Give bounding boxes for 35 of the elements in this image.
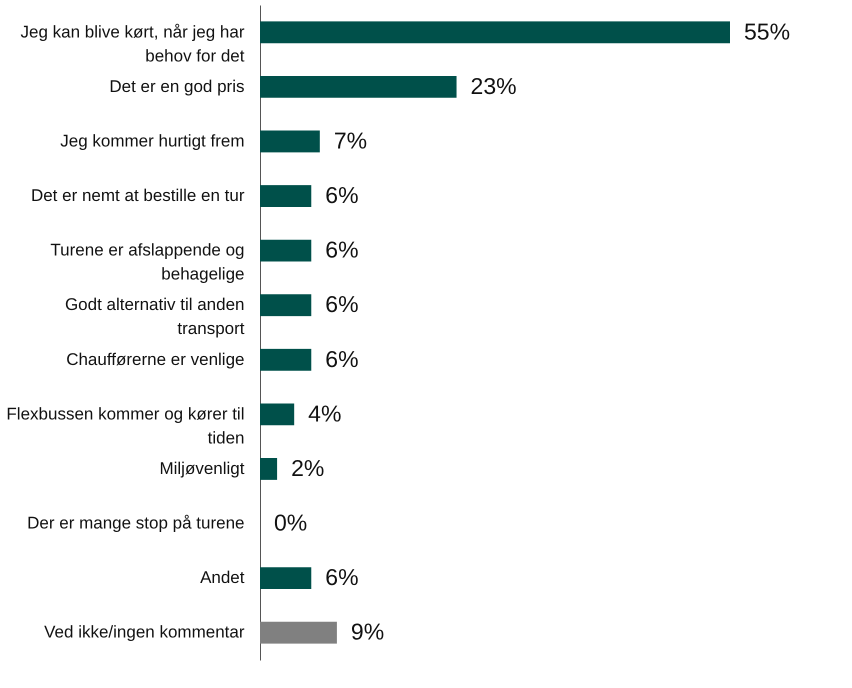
bar — [260, 21, 730, 44]
bar — [260, 130, 320, 152]
bar — [260, 622, 337, 644]
y-tick-label: Chaufførerne er venlige — [66, 350, 244, 369]
y-tick-label: Miljøvenligt — [159, 458, 245, 478]
data-label: 2% — [291, 454, 324, 481]
y-tick-label: Andet — [200, 568, 245, 588]
bar — [260, 348, 312, 371]
bar — [260, 294, 312, 316]
y-tick-label: Turene er afslappende og behagelige — [50, 240, 244, 284]
bar — [260, 185, 312, 207]
bar — [260, 567, 312, 590]
bar — [260, 458, 278, 480]
bar — [260, 403, 294, 426]
y-tick-label: Flexbussen kommer og kører til tiden — [6, 404, 244, 448]
y-tick-label: Det er en god pris — [109, 76, 244, 96]
data-label: 9% — [350, 618, 384, 645]
data-label: 0% — [274, 510, 308, 536]
data-label: 6% — [325, 236, 359, 263]
data-label: 23% — [470, 72, 517, 99]
data-label: 6% — [325, 182, 359, 208]
data-label: 6% — [325, 346, 359, 372]
data-label: 6% — [325, 564, 359, 590]
data-label: 7% — [334, 127, 368, 154]
bar — [260, 76, 457, 98]
bar — [260, 240, 312, 262]
y-tick-label: Godt alternativ til anden transport — [64, 295, 245, 338]
data-label: 6% — [325, 291, 359, 318]
y-tick-label: Jeg kan blive kørt, når jeg har behov for det — [20, 22, 245, 66]
data-label: 55% — [744, 18, 790, 44]
y-tick-label: Jeg kommer hurtigt frem — [60, 131, 244, 150]
y-tick-label: Ved ikke/ingen kommentar — [44, 622, 245, 642]
data-label: 4% — [308, 400, 342, 426]
y-tick-label: Det er nemt at bestille en tur — [30, 186, 245, 206]
y-tick-label: Der er mange stop på turene — [27, 514, 244, 533]
